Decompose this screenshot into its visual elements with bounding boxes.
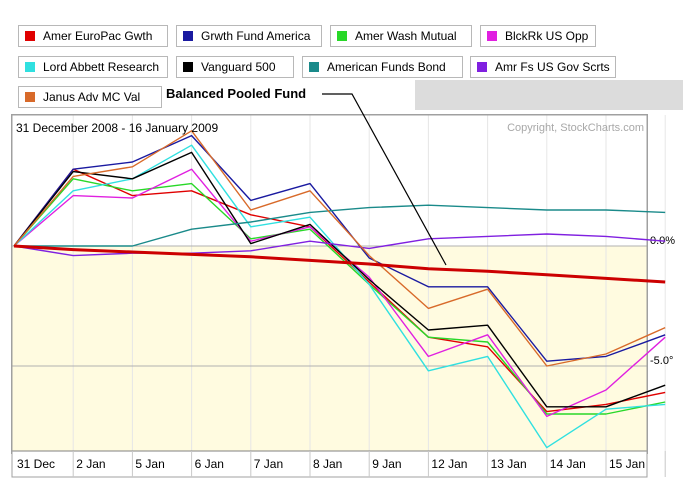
- legend-item-grwth-fund-america[interactable]: Grwth Fund America: [176, 25, 322, 47]
- legend-swatch: [183, 31, 193, 41]
- y-tick-label: -5.0°: [650, 355, 673, 367]
- x-tick-label: 6 Jan: [195, 457, 224, 471]
- legend-swatch: [183, 62, 193, 72]
- series-line-lord-abbett-research: [13, 144, 666, 449]
- x-tick-label: 14 Jan: [550, 457, 586, 471]
- x-tick-label: 8 Jan: [313, 457, 342, 471]
- annotation-leader-line: [322, 93, 447, 266]
- x-tick-label: 2 Jan: [76, 457, 105, 471]
- x-axis-strip: [12, 451, 647, 477]
- legend-swatch: [25, 62, 35, 72]
- series-line-grwth-fund-america: [13, 134, 666, 362]
- legend-item-lord-abbett-research[interactable]: Lord Abbett Research: [18, 56, 168, 78]
- legend-item-amer-wash-mutual[interactable]: Amer Wash Mutual: [330, 25, 472, 47]
- series-line-amer-europac-gwth: [13, 168, 666, 413]
- legend-panel: Amer EuroPac Gwth Grwth Fund America Amer …: [0, 0, 683, 110]
- plot-background-upper: [12, 115, 647, 246]
- legend-swatch: [25, 31, 35, 41]
- x-tick-label: 7 Jan: [254, 457, 283, 471]
- legend-label: Amer Wash Mutual: [355, 29, 457, 43]
- series-line-balanced-pooled-fund: [13, 244, 666, 284]
- series-line-janus-adv-mc-val: [13, 130, 666, 367]
- date-range-label: 31 December 2008 - 16 January 2009: [16, 121, 218, 135]
- legend-label: Amr Fs US Gov Scrts: [495, 60, 610, 74]
- legend-item-janus-adv-mc-val[interactable]: Janus Adv MC Val: [18, 86, 162, 108]
- legend-label: American Funds Bond: [327, 60, 446, 74]
- legend-swatch: [309, 62, 319, 72]
- x-tick-label: 12 Jan: [431, 457, 467, 471]
- x-tick-label: 13 Jan: [491, 457, 527, 471]
- legend-label: Lord Abbett Research: [43, 60, 160, 74]
- legend-item-vanguard-500[interactable]: Vanguard 500: [176, 56, 294, 78]
- legend-label: BlckRk US Opp: [505, 29, 589, 43]
- x-tick-label: 9 Jan: [372, 457, 401, 471]
- legend-label: Vanguard 500: [201, 60, 276, 74]
- legend-background: [415, 80, 683, 110]
- x-tick-label: 5 Jan: [135, 457, 164, 471]
- legend-item-american-funds-bond[interactable]: American Funds Bond: [302, 56, 463, 78]
- plot-background-lower: [12, 246, 647, 451]
- legend-label: Janus Adv MC Val: [43, 90, 141, 104]
- series-line-american-funds-bond: [14, 204, 666, 247]
- legend-item-amer-europac-gwth[interactable]: Amer EuroPac Gwth: [18, 25, 168, 47]
- legend-label: Amer EuroPac Gwth: [43, 29, 153, 43]
- plot-border: [11, 114, 648, 478]
- legend-item-amr-fs-us-gov-scrts[interactable]: Amr Fs US Gov Scrts: [470, 56, 616, 78]
- legend-swatch: [477, 62, 487, 72]
- series-line-vanguard-500: [13, 151, 666, 408]
- copyright-label: Copyright, StockCharts.com: [507, 122, 644, 134]
- series-line-amr-fs-us-gov-scrts: [13, 233, 666, 257]
- series-line-amer-wash-mutual: [13, 178, 666, 415]
- legend-swatch: [25, 92, 35, 102]
- legend-swatch: [337, 31, 347, 41]
- legend-item-blckrk-us-opp[interactable]: BlckRk US Opp: [480, 25, 596, 47]
- x-tick-label: 31 Dec: [17, 457, 55, 471]
- x-tick-label: 15 Jan: [609, 457, 645, 471]
- legend-label: Grwth Fund America: [201, 29, 311, 43]
- legend-swatch: [487, 31, 497, 41]
- annotation-label: Balanced Pooled Fund: [166, 86, 306, 101]
